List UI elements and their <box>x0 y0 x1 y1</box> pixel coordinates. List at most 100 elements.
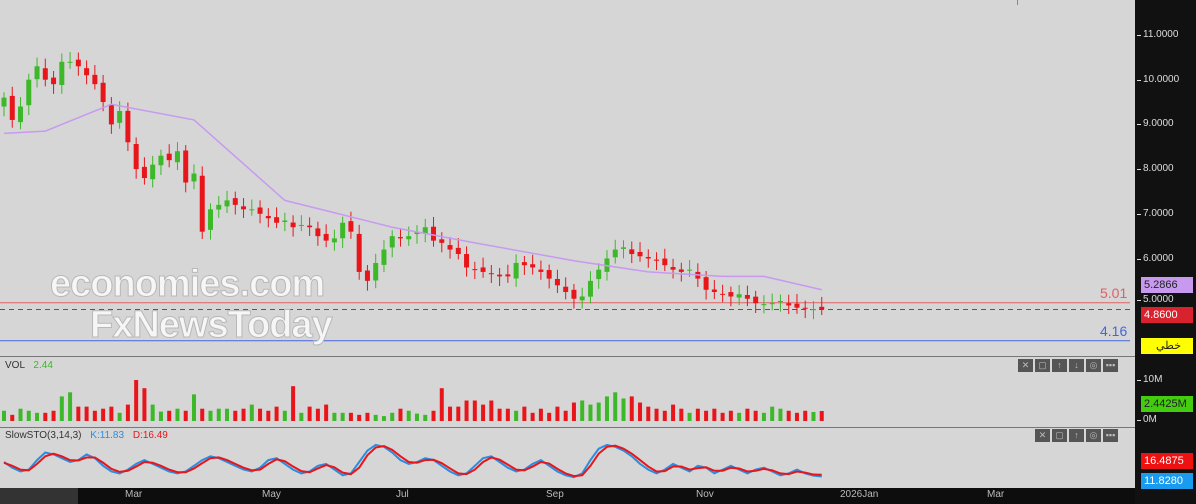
candle-body <box>447 245 453 250</box>
volume-bar <box>497 408 502 421</box>
time-label: Mar <box>125 489 143 500</box>
candle-body <box>348 221 354 232</box>
volume-bar <box>282 410 287 421</box>
line-tool-tag[interactable]: خطي <box>1141 338 1193 354</box>
price-axis[interactable]: 11.0000 10.0000 9.0000 8.0000 7.0000 6.0… <box>1135 0 1196 504</box>
top-divider <box>1017 0 1018 5</box>
candle-body <box>92 74 98 85</box>
candle-body <box>786 303 792 306</box>
candle-body <box>241 206 247 210</box>
move-up-icon[interactable]: ↑ <box>1052 359 1067 372</box>
tick: 7.0000 <box>1137 208 1174 219</box>
candle-body <box>290 222 296 228</box>
volume-bar <box>101 408 106 421</box>
volume-bar <box>216 408 221 421</box>
volume-bar <box>398 408 403 421</box>
volume-bar <box>43 412 48 421</box>
candle-body <box>654 259 660 261</box>
candle-body <box>249 209 255 211</box>
pane-separator[interactable] <box>0 356 1135 357</box>
volume-bar <box>266 410 271 421</box>
candle-body <box>307 225 313 228</box>
vol-pane-header: VOL 2.44 <box>5 360 53 371</box>
close-icon[interactable]: ✕ <box>1035 429 1050 442</box>
volume-bar <box>142 388 147 421</box>
candle-body <box>397 237 403 239</box>
candle-body <box>612 249 618 258</box>
volume-bar <box>596 402 601 421</box>
volume-bar <box>728 410 733 421</box>
candle-body <box>133 144 139 170</box>
pane-separator[interactable] <box>0 427 1135 428</box>
candle-body <box>356 233 362 272</box>
candle-body <box>645 256 651 259</box>
candle-body <box>381 249 387 265</box>
volume-bar <box>604 396 609 421</box>
candle-body <box>819 306 825 310</box>
tick: 9.0000 <box>1137 118 1174 129</box>
candle-body <box>389 236 395 248</box>
volume-bar <box>448 406 453 421</box>
volume-bar <box>51 410 56 421</box>
candle-body <box>431 226 437 241</box>
settings-icon[interactable]: ◎ <box>1086 359 1101 372</box>
candle-body <box>670 267 676 270</box>
volume-bar <box>695 408 700 421</box>
time-axis[interactable]: Mar May Jul Sep Nov 2026Jan Mar <box>0 488 1135 504</box>
tick: 0M <box>1137 414 1157 425</box>
candle-body <box>216 204 222 210</box>
more-icon[interactable]: ▪▪▪ <box>1103 359 1118 372</box>
candle-body <box>208 209 213 230</box>
watermark-economies: economies.com <box>49 263 325 305</box>
volume-bar <box>274 406 279 421</box>
candle-body <box>141 166 147 179</box>
tick: 11.0000 <box>1136 29 1179 40</box>
candle-body <box>488 273 494 275</box>
candle-body <box>26 79 32 106</box>
sto-pane-header: SlowSTO(3,14,3) K:11.83 D:16.49 <box>5 430 168 441</box>
move-up-icon[interactable]: ↑ <box>1069 429 1084 442</box>
candle-body <box>621 247 626 249</box>
volume-bar <box>84 406 89 421</box>
candle-body <box>554 278 560 286</box>
volume-bar <box>514 410 519 421</box>
stoch-d-line <box>3 444 822 478</box>
hline-label-501: 5.01 <box>1100 285 1128 301</box>
candle-body <box>174 151 180 163</box>
volume-bar <box>59 396 64 421</box>
settings-icon[interactable]: ◎ <box>1086 429 1101 442</box>
volume-bar <box>679 408 684 421</box>
time-label: Mar <box>987 489 1005 500</box>
candle-body <box>761 304 767 306</box>
vol-pane-buttons: ✕ ▢ ↑ ↓ ◎ ▪▪▪ <box>1018 359 1118 372</box>
volume-bar <box>753 410 758 421</box>
hline-label-416: 4.16 <box>1100 323 1128 339</box>
volume-bar <box>134 380 139 421</box>
maximize-icon[interactable]: ▢ <box>1035 359 1050 372</box>
volume-bar <box>629 396 634 421</box>
more-icon[interactable]: ▪▪▪ <box>1103 429 1118 442</box>
vol-value: 2.44 <box>33 360 53 371</box>
volume-bar <box>456 406 461 421</box>
volume-bar <box>571 402 576 421</box>
scroll-area[interactable] <box>0 488 78 504</box>
candle-body <box>125 110 131 143</box>
candle-body <box>777 300 783 302</box>
maximize-icon[interactable]: ▢ <box>1052 429 1067 442</box>
volume-bar <box>348 412 353 421</box>
candle-body <box>257 207 263 214</box>
candle-body <box>711 289 717 293</box>
candle-body <box>117 110 123 123</box>
tick: 5.0000 <box>1137 294 1174 305</box>
volume-bar <box>638 402 643 421</box>
candle-body <box>84 68 90 76</box>
ma-value-tag: 5.2866 <box>1141 277 1193 293</box>
chart-area[interactable]: economies.com FxNewsToday 5.01 4.16 VOL … <box>0 0 1135 488</box>
volume-bar <box>563 410 568 421</box>
close-icon[interactable]: ✕ <box>1018 359 1033 372</box>
candle-body <box>364 270 370 281</box>
volume-bar <box>381 416 386 421</box>
move-down-icon[interactable]: ↓ <box>1069 359 1084 372</box>
candle-body <box>232 198 238 205</box>
candle-body <box>265 215 271 219</box>
